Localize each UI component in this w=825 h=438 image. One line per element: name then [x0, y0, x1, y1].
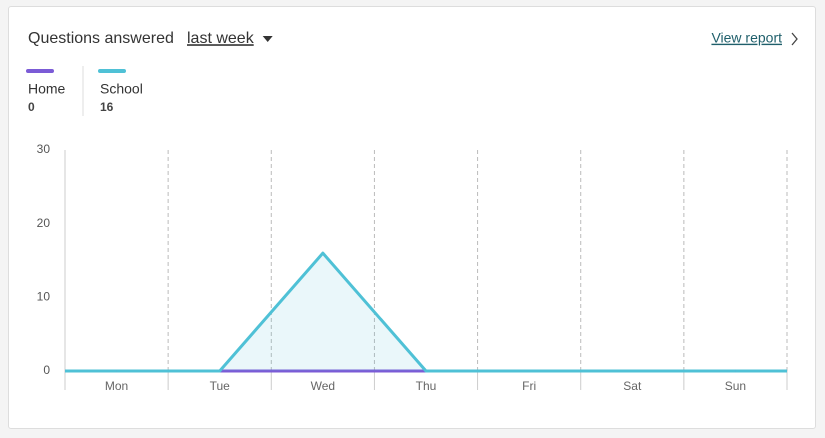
title: Questions answered	[28, 30, 174, 47]
x-tick-label: Sun	[725, 379, 746, 393]
legend-total: 16	[100, 100, 114, 114]
series-line	[116, 251, 736, 373]
view-report-link[interactable]: View report	[711, 30, 782, 46]
chevron[interactable]	[791, 32, 798, 46]
area	[116, 253, 736, 371]
x-tick-label: Mon	[105, 379, 128, 393]
dropdown-caret[interactable]	[262, 36, 273, 42]
x-tick-label: Thu	[416, 379, 437, 393]
legend-label: Home	[28, 81, 66, 97]
x-tick-label: Tue	[210, 379, 231, 393]
y-tick-label: 20	[37, 216, 51, 230]
card	[8, 6, 816, 429]
y-tick-label: 0	[43, 363, 50, 377]
period-dropdown[interactable]: last week	[187, 30, 255, 47]
x-tick-label: Sat	[623, 379, 642, 393]
y-tick-label: 10	[37, 290, 51, 304]
y-tick-label: 30	[37, 142, 51, 156]
x-tick-label: Wed	[311, 379, 335, 393]
x-tick-label: Fri	[522, 379, 536, 393]
legend-total: 0	[28, 100, 35, 114]
legend-label: School	[100, 81, 143, 97]
